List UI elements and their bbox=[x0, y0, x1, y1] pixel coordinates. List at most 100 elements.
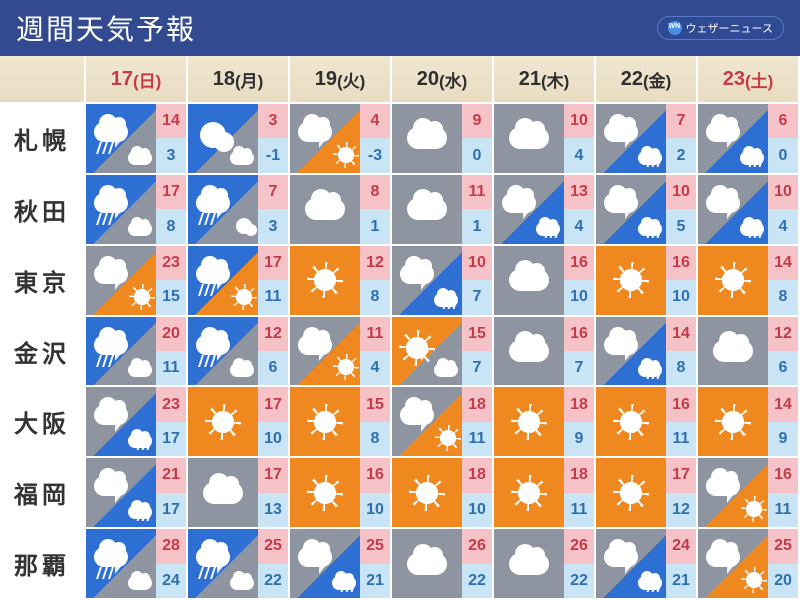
temp-low: 10 bbox=[258, 422, 288, 456]
temp-high: 16 bbox=[666, 387, 696, 421]
temps: 2522 bbox=[258, 529, 288, 598]
forecast-cell: 1610 bbox=[596, 246, 698, 317]
temp-low: 8 bbox=[360, 280, 390, 314]
weather-icon bbox=[188, 317, 258, 386]
weather-icon bbox=[596, 104, 666, 173]
date-dow: (土) bbox=[745, 67, 773, 92]
forecast-cell: 149 bbox=[698, 387, 800, 458]
temp-high: 16 bbox=[768, 458, 798, 492]
forecast-cell: 2622 bbox=[392, 529, 494, 600]
forecast-cell: 111 bbox=[392, 175, 494, 246]
temps: 90 bbox=[462, 104, 492, 173]
weather-icon bbox=[698, 246, 768, 315]
temp-low: 8 bbox=[360, 422, 390, 456]
temp-high: 23 bbox=[156, 387, 186, 421]
temps: 143 bbox=[156, 104, 186, 173]
temps: 167 bbox=[564, 317, 594, 386]
temp-high: 6 bbox=[768, 104, 798, 138]
temp-high: 17 bbox=[666, 458, 696, 492]
temp-low: 11 bbox=[156, 351, 186, 385]
weather-icon bbox=[86, 175, 156, 244]
weather-icon bbox=[698, 387, 768, 456]
weather-icon bbox=[596, 529, 666, 598]
forecast-cell: 148 bbox=[698, 246, 800, 317]
weather-icon bbox=[392, 246, 462, 315]
temp-low: 10 bbox=[462, 493, 492, 527]
weather-icon bbox=[188, 175, 258, 244]
temp-low: 3 bbox=[258, 209, 288, 243]
weather-icon bbox=[392, 529, 462, 598]
city-label: 福岡 bbox=[0, 458, 86, 529]
date-header: 20(水) bbox=[392, 56, 494, 104]
temp-low: 10 bbox=[360, 493, 390, 527]
forecast-cell: 1611 bbox=[698, 458, 800, 529]
date-num: 18 bbox=[213, 68, 235, 91]
forecast-cell: 2317 bbox=[86, 387, 188, 458]
temp-high: 16 bbox=[666, 246, 696, 280]
date-header: 19(火) bbox=[290, 56, 392, 104]
temps: 2520 bbox=[768, 529, 798, 598]
temps: 111 bbox=[462, 175, 492, 244]
weather-icon bbox=[494, 317, 564, 386]
weather-icon bbox=[698, 175, 768, 244]
temp-high: 10 bbox=[768, 175, 798, 209]
weather-icon bbox=[494, 458, 564, 527]
temps: 105 bbox=[666, 175, 696, 244]
temp-low: 12 bbox=[666, 493, 696, 527]
temp-high: 14 bbox=[768, 246, 798, 280]
temps: 149 bbox=[768, 387, 798, 456]
temp-low: 22 bbox=[258, 564, 288, 598]
weather-icon bbox=[188, 246, 258, 315]
temp-high: 15 bbox=[360, 387, 390, 421]
temp-high: 25 bbox=[768, 529, 798, 563]
date-num: 19 bbox=[315, 68, 337, 91]
forecast-cell: 1712 bbox=[596, 458, 698, 529]
city-label: 東京 bbox=[0, 246, 86, 317]
brand-label: ウェザーニュース bbox=[686, 20, 773, 36]
weather-icon bbox=[596, 317, 666, 386]
weather-icon bbox=[698, 317, 768, 386]
forecast-cell: 1711 bbox=[188, 246, 290, 317]
temp-low: 1 bbox=[360, 209, 390, 243]
grid-corner bbox=[0, 56, 86, 104]
forecast-cell: 2315 bbox=[86, 246, 188, 317]
temps: 2317 bbox=[156, 387, 186, 456]
temps: 2824 bbox=[156, 529, 186, 598]
temps: 178 bbox=[156, 175, 186, 244]
temp-low: 0 bbox=[768, 138, 798, 172]
forecast-cell: 90 bbox=[392, 104, 494, 175]
forecast-cell: 126 bbox=[698, 317, 800, 388]
forecast-cell: 143 bbox=[86, 104, 188, 175]
forecast-cell: 107 bbox=[392, 246, 494, 317]
temp-low: 6 bbox=[258, 351, 288, 385]
temp-low: 4 bbox=[768, 209, 798, 243]
temps: 1713 bbox=[258, 458, 288, 527]
weather-icon bbox=[392, 317, 462, 386]
temp-high: 28 bbox=[156, 529, 186, 563]
page-title: 週間天気予報 bbox=[16, 8, 196, 48]
temp-high: 10 bbox=[462, 246, 492, 280]
date-header: 21(木) bbox=[494, 56, 596, 104]
temps: 126 bbox=[768, 317, 798, 386]
weather-icon bbox=[290, 246, 360, 315]
date-header: 18(月) bbox=[188, 56, 290, 104]
temps: 4-3 bbox=[360, 104, 390, 173]
temp-high: 18 bbox=[564, 387, 594, 421]
forecast-cell: 2520 bbox=[698, 529, 800, 600]
weather-icon bbox=[596, 175, 666, 244]
temp-low: 17 bbox=[156, 493, 186, 527]
temp-low: 7 bbox=[462, 351, 492, 385]
temps: 81 bbox=[360, 175, 390, 244]
forecast-cell: 1811 bbox=[494, 458, 596, 529]
forecast-cell: 134 bbox=[494, 175, 596, 246]
temp-low: 4 bbox=[360, 351, 390, 385]
date-dow: (水) bbox=[439, 67, 467, 92]
forecast-cell: 3-1 bbox=[188, 104, 290, 175]
forecast-cell: 157 bbox=[392, 317, 494, 388]
forecast-cell: 1611 bbox=[596, 387, 698, 458]
temp-low: 24 bbox=[156, 564, 186, 598]
weather-icon bbox=[188, 458, 258, 527]
temp-high: 14 bbox=[768, 387, 798, 421]
weather-icon bbox=[86, 246, 156, 315]
temps: 1712 bbox=[666, 458, 696, 527]
